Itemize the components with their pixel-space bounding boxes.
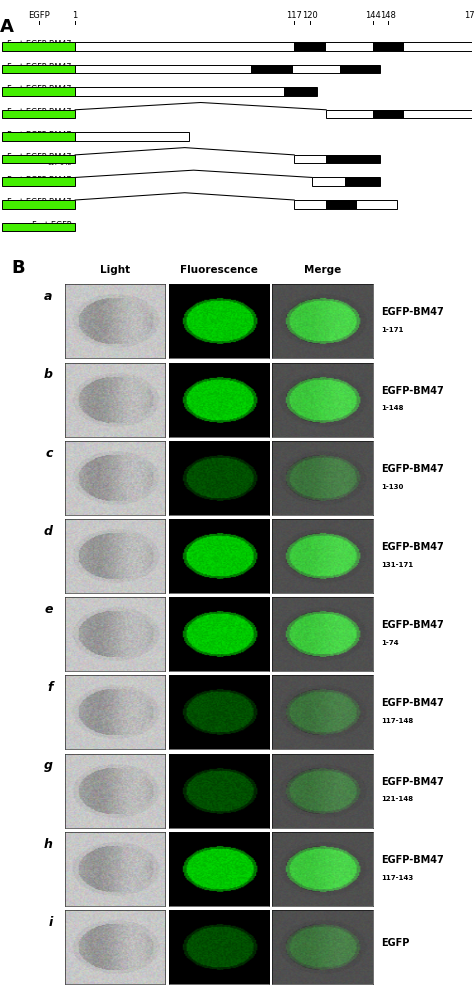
Bar bbox=[75, 64, 380, 73]
Text: pFast-EGFP-BM47: pFast-EGFP-BM47 bbox=[2, 131, 72, 139]
Bar bbox=[251, 64, 293, 73]
Text: EGFP-BM47: EGFP-BM47 bbox=[381, 620, 444, 630]
Text: f: f bbox=[47, 681, 53, 694]
Bar bbox=[75, 87, 317, 96]
Text: 144: 144 bbox=[365, 11, 381, 20]
Text: pFast-EGFP-BM47: pFast-EGFP-BM47 bbox=[2, 63, 72, 72]
Bar bbox=[345, 177, 380, 186]
Bar bbox=[2, 223, 75, 231]
Text: h: h bbox=[44, 838, 53, 851]
Bar bbox=[284, 87, 317, 96]
Bar bbox=[326, 155, 380, 163]
Text: EGFP-BM47: EGFP-BM47 bbox=[381, 776, 444, 786]
Text: EGFP-BM47: EGFP-BM47 bbox=[381, 698, 444, 708]
Bar bbox=[373, 110, 404, 119]
Text: 120: 120 bbox=[302, 11, 318, 20]
Bar bbox=[294, 43, 326, 50]
Text: 131-171: 131-171 bbox=[48, 116, 72, 121]
Bar bbox=[2, 64, 75, 73]
Bar bbox=[2, 200, 75, 209]
Bar bbox=[312, 177, 380, 186]
Text: EGFP-BM47: EGFP-BM47 bbox=[381, 542, 444, 552]
Text: 148: 148 bbox=[380, 11, 396, 20]
Bar bbox=[373, 43, 404, 50]
Text: 117-148: 117-148 bbox=[381, 718, 413, 724]
Text: pFast-EGFP-BM47: pFast-EGFP-BM47 bbox=[2, 85, 72, 94]
Text: a: a bbox=[44, 290, 53, 304]
Text: 1-130: 1-130 bbox=[55, 93, 72, 98]
Text: EGFP-BM47: EGFP-BM47 bbox=[381, 386, 444, 396]
Text: EGFP-BM47: EGFP-BM47 bbox=[381, 308, 444, 317]
Text: pFast-EGFP-BM47: pFast-EGFP-BM47 bbox=[2, 153, 72, 162]
Bar bbox=[2, 155, 75, 163]
Text: 1-74: 1-74 bbox=[381, 640, 399, 646]
Text: EGFP-BM47: EGFP-BM47 bbox=[381, 464, 444, 474]
Bar bbox=[75, 133, 189, 140]
Text: 117-143: 117-143 bbox=[381, 874, 413, 880]
Text: Light: Light bbox=[100, 265, 130, 275]
Text: 117-143: 117-143 bbox=[47, 206, 72, 211]
Bar bbox=[2, 133, 75, 140]
Text: EGFP: EGFP bbox=[27, 11, 49, 20]
Bar bbox=[326, 110, 472, 119]
Bar bbox=[326, 200, 356, 209]
Text: 1: 1 bbox=[73, 11, 78, 20]
Text: 121-148: 121-148 bbox=[381, 796, 413, 802]
Bar bbox=[2, 43, 75, 50]
Text: g: g bbox=[44, 760, 53, 772]
Bar bbox=[2, 177, 75, 186]
Text: d: d bbox=[44, 525, 53, 538]
Text: 117: 117 bbox=[286, 11, 302, 20]
Bar bbox=[294, 155, 380, 163]
Text: Merge: Merge bbox=[304, 265, 341, 275]
Text: e: e bbox=[44, 603, 53, 616]
Text: pFast-EGFP-BM47: pFast-EGFP-BM47 bbox=[2, 108, 72, 117]
Text: pFast-EGFP-BM47: pFast-EGFP-BM47 bbox=[2, 41, 72, 49]
Text: 171: 171 bbox=[464, 11, 474, 20]
Bar bbox=[75, 43, 472, 50]
Text: pFast-EGFP-BM47: pFast-EGFP-BM47 bbox=[2, 176, 72, 185]
Text: i: i bbox=[48, 916, 53, 929]
Text: EGFP: EGFP bbox=[381, 939, 409, 948]
Text: b: b bbox=[44, 369, 53, 382]
Text: A: A bbox=[0, 18, 14, 37]
Text: EGFP-BM47: EGFP-BM47 bbox=[381, 854, 444, 865]
Text: 1-171: 1-171 bbox=[55, 47, 72, 52]
Text: B: B bbox=[11, 259, 25, 277]
Text: 1-148: 1-148 bbox=[381, 405, 403, 411]
Text: 1-130: 1-130 bbox=[381, 484, 403, 490]
Text: pFast-EGFP-BM47: pFast-EGFP-BM47 bbox=[2, 198, 72, 208]
Text: 1-148: 1-148 bbox=[55, 70, 72, 75]
Text: 121-148: 121-148 bbox=[47, 183, 72, 188]
Text: Fluorescence: Fluorescence bbox=[180, 265, 258, 275]
Bar bbox=[2, 87, 75, 96]
Text: pFast-EGFP: pFast-EGFP bbox=[27, 221, 72, 229]
Text: c: c bbox=[45, 447, 53, 460]
Text: 1-171: 1-171 bbox=[381, 327, 403, 333]
Bar bbox=[340, 64, 380, 73]
Text: 117-148: 117-148 bbox=[47, 160, 72, 165]
Bar bbox=[294, 200, 397, 209]
Text: 131-171: 131-171 bbox=[381, 562, 413, 568]
Bar bbox=[2, 110, 75, 119]
Text: 1-74: 1-74 bbox=[59, 137, 72, 143]
